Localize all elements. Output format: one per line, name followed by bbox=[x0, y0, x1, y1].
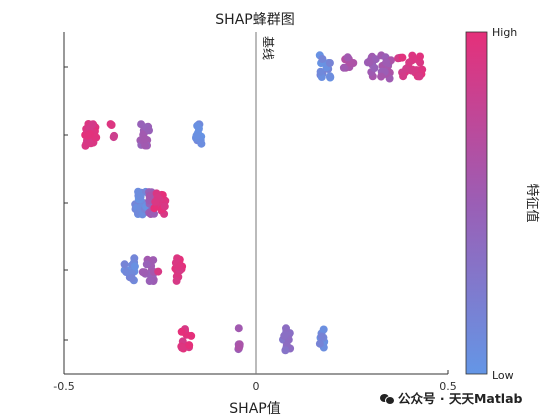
data-point bbox=[408, 51, 417, 60]
data-point bbox=[140, 268, 149, 277]
data-point bbox=[160, 202, 169, 211]
data-point bbox=[136, 192, 145, 201]
data-point bbox=[234, 324, 243, 333]
data-point bbox=[109, 133, 118, 142]
wechat-icon bbox=[380, 393, 395, 405]
data-point bbox=[145, 277, 154, 285]
data-point bbox=[371, 55, 380, 64]
data-point bbox=[370, 64, 379, 72]
data-point bbox=[194, 124, 203, 133]
data-point bbox=[197, 139, 206, 148]
baseline-label: 基线 bbox=[261, 36, 275, 60]
data-point bbox=[92, 133, 101, 142]
watermark: 公众号 · 天天Matlab bbox=[380, 388, 522, 407]
data-point bbox=[339, 63, 348, 72]
data-point bbox=[178, 343, 186, 352]
data-point bbox=[88, 120, 97, 129]
data-point bbox=[122, 268, 131, 277]
data-point bbox=[398, 53, 407, 62]
colorbar-low-label: Low bbox=[492, 369, 514, 382]
data-point bbox=[83, 131, 92, 140]
data-point bbox=[145, 126, 153, 135]
data-point bbox=[107, 121, 116, 129]
data-point bbox=[365, 58, 374, 67]
data-point bbox=[382, 58, 391, 67]
data-point bbox=[377, 72, 386, 81]
data-point bbox=[316, 67, 325, 76]
data-point bbox=[85, 138, 94, 147]
watermark-text: 公众号 · 天天Matlab bbox=[398, 391, 523, 406]
data-point bbox=[325, 59, 334, 67]
data-point bbox=[150, 204, 159, 213]
data-point bbox=[405, 58, 414, 67]
data-point bbox=[280, 331, 289, 340]
data-point bbox=[282, 324, 290, 333]
data-point bbox=[154, 267, 163, 276]
data-point bbox=[326, 72, 334, 81]
data-point bbox=[141, 141, 150, 150]
data-point bbox=[349, 59, 358, 67]
data-point bbox=[319, 325, 328, 334]
data-point bbox=[402, 64, 411, 73]
data-point bbox=[281, 346, 290, 355]
data-point bbox=[418, 65, 427, 74]
data-point bbox=[415, 72, 424, 81]
data-point bbox=[412, 66, 421, 75]
x-tick-label: -0.5 bbox=[53, 380, 74, 393]
x-axis-label: SHAP值 bbox=[229, 401, 280, 417]
data-point bbox=[185, 341, 193, 350]
data-point bbox=[317, 332, 326, 341]
colorbar-title: 特征值 bbox=[524, 183, 540, 222]
colorbar bbox=[465, 31, 488, 375]
data-point bbox=[318, 55, 327, 63]
data-point bbox=[127, 274, 136, 283]
data-point bbox=[343, 53, 352, 62]
data-point bbox=[141, 135, 150, 144]
data-point bbox=[315, 339, 324, 348]
x-tick-label: 0 bbox=[253, 380, 260, 393]
chart-title: SHAP蜂群图 bbox=[215, 12, 294, 28]
data-point bbox=[187, 331, 196, 340]
data-point bbox=[172, 276, 181, 285]
data-point bbox=[416, 52, 424, 61]
colorbar-high-label: High bbox=[492, 26, 517, 39]
data-point bbox=[399, 72, 408, 81]
data-point bbox=[234, 343, 243, 352]
data-point bbox=[151, 197, 160, 206]
data-point bbox=[130, 262, 139, 271]
data-point bbox=[175, 262, 184, 271]
x-tick-label: 0.5 bbox=[439, 380, 457, 393]
data-point bbox=[142, 260, 151, 269]
data-point bbox=[192, 131, 201, 140]
data-point bbox=[177, 327, 186, 336]
data-point bbox=[120, 260, 129, 269]
